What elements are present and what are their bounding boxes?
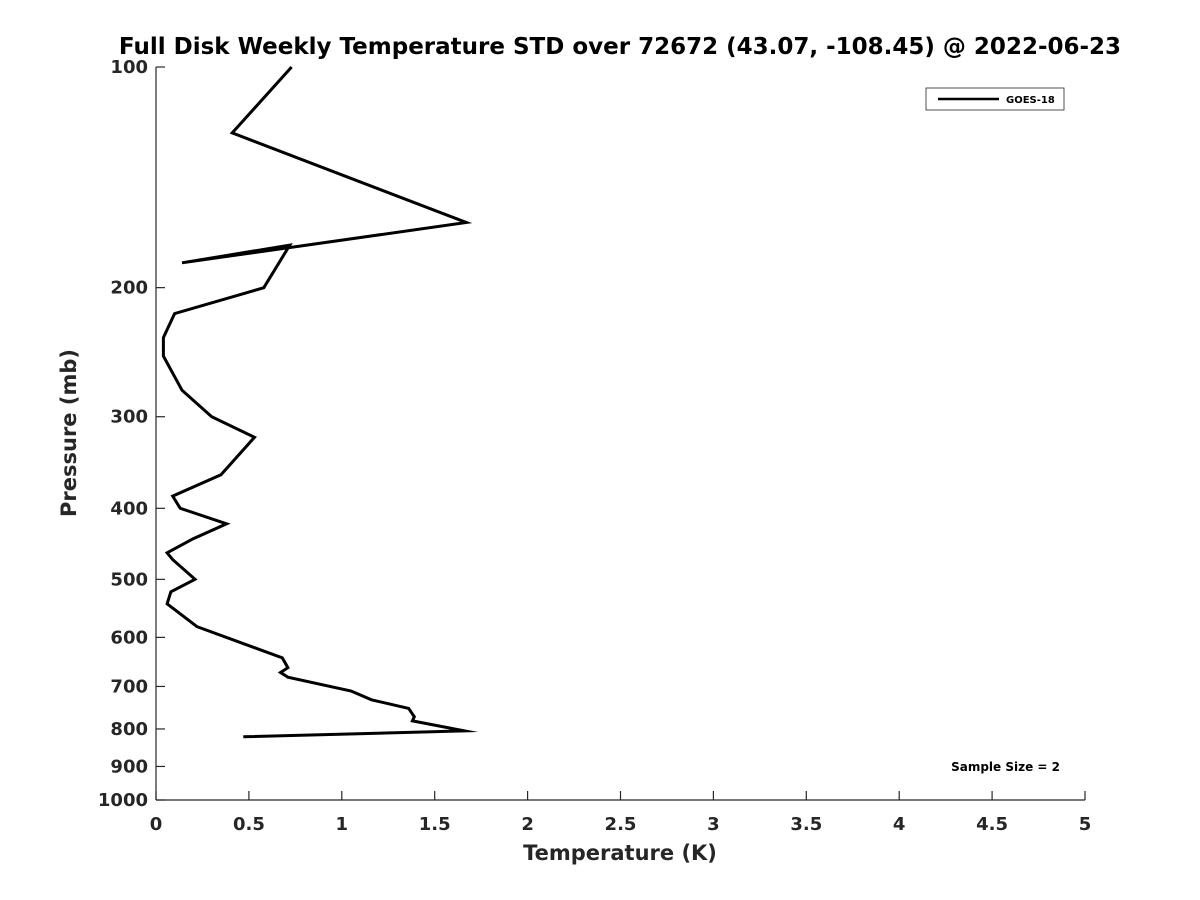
x-tick-label: 4	[893, 814, 906, 835]
chart-title: Full Disk Weekly Temperature STD over 72…	[119, 34, 1121, 60]
y-axis-ticks: 100 200 300 400 500 600 700 800 900 1000	[98, 57, 165, 811]
y-axis-label: Pressure (mb)	[57, 349, 81, 517]
x-axis-ticks: 0 0.5 1 1.5 2 2.5 3 3.5 4 4.5 5	[150, 791, 1092, 835]
legend: GOES-18	[925, 87, 1065, 111]
y-tick-label: 800	[110, 719, 148, 740]
x-tick-label: 2.5	[605, 814, 637, 835]
legend-label-goes-18: GOES-18	[1006, 95, 1055, 106]
y-tick-label: 100	[110, 57, 148, 78]
x-tick-label: 4.5	[976, 814, 1008, 835]
x-tick-label: 1.5	[419, 814, 451, 835]
x-tick-label: 0.5	[233, 814, 265, 835]
sample-size-annotation: Sample Size = 2	[951, 760, 1060, 774]
y-tick-label: 900	[110, 756, 148, 777]
x-tick-label: 5	[1079, 814, 1092, 835]
y-tick-label: 500	[110, 569, 148, 590]
y-tick-label: 400	[110, 498, 148, 519]
y-tick-label: 300	[110, 407, 148, 428]
y-tick-label: 600	[110, 627, 148, 648]
y-tick-label: 700	[110, 676, 148, 697]
series-layer	[161, 65, 479, 739]
x-tick-label: 3	[707, 814, 720, 835]
x-tick-label: 3.5	[790, 814, 822, 835]
series-line-goes-18	[161, 65, 479, 739]
x-axis-label: Temperature (K)	[523, 841, 717, 865]
y-tick-label: 1000	[98, 790, 148, 811]
y-tick-label: 200	[110, 278, 148, 299]
x-tick-label: 2	[521, 814, 534, 835]
x-tick-label: 1	[336, 814, 349, 835]
x-tick-label: 0	[150, 814, 163, 835]
